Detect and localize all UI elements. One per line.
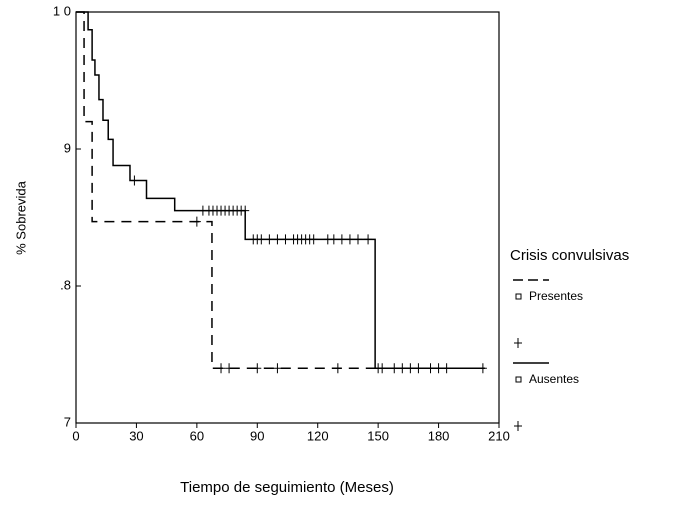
- censor-mark: [414, 363, 423, 374]
- censor-mark: [309, 234, 318, 245]
- censor-mark: [281, 234, 290, 245]
- censor-mark: [390, 363, 399, 374]
- legend-censor: [514, 421, 522, 431]
- x-tick-label: 0: [72, 428, 79, 443]
- censor-mark: [406, 363, 415, 374]
- censor-mark: [398, 363, 407, 374]
- censor-mark: [337, 234, 346, 245]
- censor-mark: [257, 234, 266, 245]
- censor-mark: [265, 234, 274, 245]
- x-tick-label: 120: [307, 428, 329, 443]
- legend-marker: [515, 376, 522, 383]
- x-tick-label: 90: [250, 428, 264, 443]
- censor-mark: [426, 363, 435, 374]
- censor-mark: [253, 363, 262, 374]
- censor-mark: [225, 363, 234, 374]
- censor-mark: [130, 175, 139, 186]
- censor-mark: [378, 363, 387, 374]
- y-tick-label: 7: [64, 414, 71, 429]
- x-tick-label: 30: [129, 428, 143, 443]
- censor-mark: [217, 363, 226, 374]
- legend-label: Presentes: [529, 289, 583, 303]
- y-axis-label: % Sobrevida: [13, 180, 28, 254]
- censor-mark: [442, 363, 451, 374]
- plot-frame: [75, 11, 500, 424]
- legend-label: Ausentes: [529, 372, 579, 386]
- survival-curve: [76, 11, 485, 369]
- censor-mark: [273, 234, 282, 245]
- legend-censor: [514, 338, 522, 348]
- x-axis-label: Tiempo de seguimiento (Meses): [180, 479, 394, 496]
- y-tick-label: 9: [64, 140, 71, 155]
- legend-title: Crisis convulsivas: [510, 247, 629, 264]
- censor-mark: [273, 363, 282, 374]
- y-tick-label: 1 0: [53, 3, 71, 18]
- censor-mark: [333, 363, 342, 374]
- censor-mark: [345, 234, 354, 245]
- censor-mark: [364, 234, 373, 245]
- censor-mark: [241, 205, 250, 216]
- x-tick-label: 180: [428, 428, 450, 443]
- censor-mark: [192, 216, 201, 227]
- legend-marker: [515, 293, 522, 300]
- x-tick-label: 60: [190, 428, 204, 443]
- censor-mark: [478, 363, 487, 374]
- x-tick-label: 210: [488, 428, 510, 443]
- censor-mark: [434, 363, 443, 374]
- y-tick-label: .8: [60, 277, 71, 292]
- censor-mark: [354, 234, 362, 245]
- survival-curve: [76, 11, 379, 369]
- x-tick-label: 150: [367, 428, 389, 443]
- censor-mark: [329, 234, 338, 245]
